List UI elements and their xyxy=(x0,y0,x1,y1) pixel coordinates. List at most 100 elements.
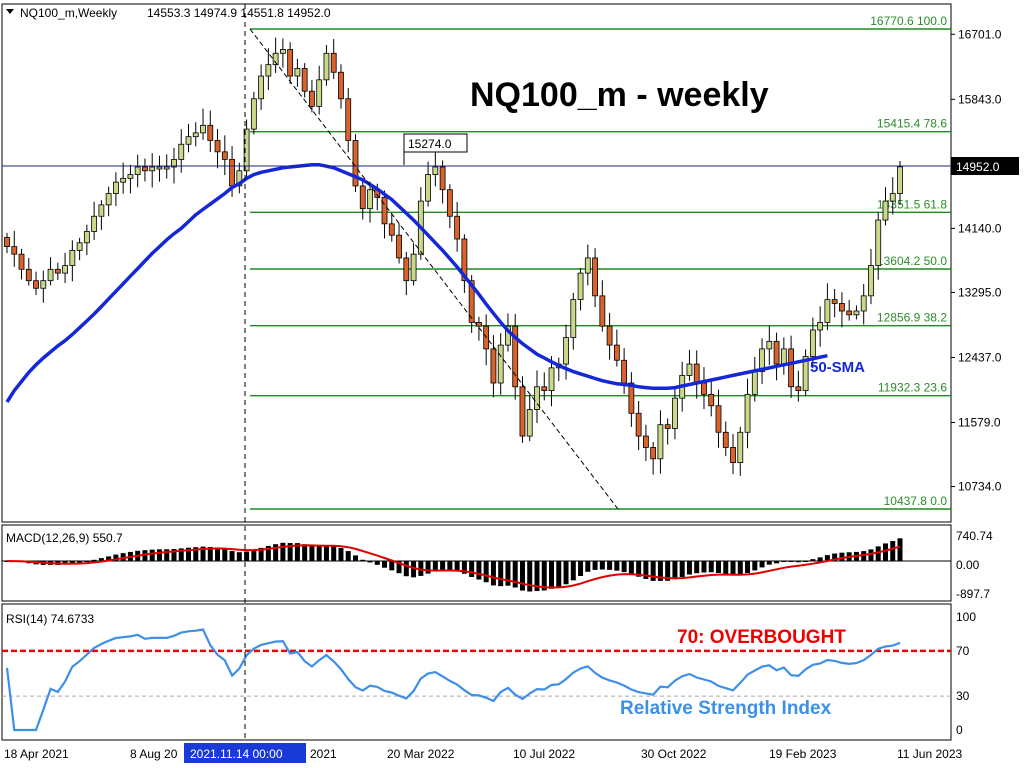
candle-body xyxy=(490,348,497,384)
macd-bar xyxy=(156,549,162,561)
y-tick-label: 16701.0 xyxy=(958,27,1002,41)
candle-body xyxy=(708,393,715,407)
candle-body xyxy=(780,348,787,365)
macd-bar xyxy=(527,561,533,592)
candle-body xyxy=(178,143,185,160)
macd-bar xyxy=(215,547,221,561)
macd-bar xyxy=(338,548,344,561)
rsi-tick-label: 100 xyxy=(956,610,976,624)
macd-bar xyxy=(84,561,90,562)
candle-body xyxy=(98,204,105,217)
candle-body xyxy=(142,166,148,172)
macd-bar xyxy=(98,558,104,561)
macd-bar xyxy=(730,561,736,576)
candlesticks xyxy=(4,37,903,476)
candle-body xyxy=(229,159,235,187)
y-tick-label: 15843.0 xyxy=(958,92,1002,106)
candle-body xyxy=(200,124,206,134)
macd-bar xyxy=(244,551,250,561)
candle-body xyxy=(599,295,606,327)
candle-body xyxy=(541,386,548,391)
candle-body xyxy=(613,344,620,361)
candle-body xyxy=(650,447,657,460)
candle-body xyxy=(563,337,569,365)
macd-bar xyxy=(795,561,801,563)
macd-bar xyxy=(77,561,83,563)
rsi-tick-label: 70 xyxy=(956,644,970,658)
macd-bar xyxy=(759,561,765,568)
candle-body xyxy=(875,219,882,266)
macd-bar xyxy=(418,561,424,576)
macd-bar xyxy=(686,561,692,575)
candle-body xyxy=(236,170,243,187)
candle-body xyxy=(635,412,642,437)
candle-body xyxy=(577,272,584,301)
x-tick-label: 18 Apr 2021 xyxy=(4,747,69,761)
candle-body xyxy=(330,52,337,73)
candle-body xyxy=(657,424,664,460)
candle-body xyxy=(243,128,250,172)
candle-body xyxy=(628,382,635,414)
trendline xyxy=(249,28,619,510)
peak-label-box xyxy=(403,133,468,153)
candle-body xyxy=(744,393,751,433)
y-tick-label: 10734.0 xyxy=(958,480,1002,494)
candle-body xyxy=(40,280,47,289)
candle-body xyxy=(83,231,90,244)
fib-label: 12856.9 38.2 xyxy=(877,311,947,325)
candle-body xyxy=(381,196,388,225)
macd-bar xyxy=(178,548,184,561)
fib-label: 11932.3 23.6 xyxy=(878,381,948,395)
macd-bar xyxy=(193,547,199,561)
macd-bar xyxy=(403,561,409,577)
chart-header-ohlc: 14553.3 14974.9 14551.8 14952.0 xyxy=(147,6,331,20)
macd-bar xyxy=(803,561,809,562)
candle-body xyxy=(824,299,831,323)
candle-body xyxy=(584,257,591,274)
macd-bar xyxy=(614,561,620,571)
macd-bar xyxy=(222,548,228,561)
macd-bar xyxy=(541,561,547,591)
rsi-tick-label: 30 xyxy=(956,689,970,703)
candle-body xyxy=(301,68,308,92)
candle-body xyxy=(388,223,395,236)
candle-body xyxy=(831,299,838,304)
overbought-label: 70: OVERBOUGHT xyxy=(677,627,846,648)
candle-body xyxy=(722,431,729,448)
candle-body xyxy=(54,268,61,274)
dropdown-triangle-icon[interactable] xyxy=(6,9,14,14)
rsi-tick-label: 0 xyxy=(956,723,963,737)
macd-bar xyxy=(563,561,569,585)
candle-body xyxy=(33,280,39,289)
macd-bar xyxy=(120,553,126,561)
candle-body xyxy=(766,340,773,350)
candle-body xyxy=(272,52,279,66)
candle-body xyxy=(25,268,32,282)
candle-body xyxy=(258,75,265,100)
candle-body xyxy=(686,363,693,376)
macd-bar xyxy=(411,561,417,578)
candle-body xyxy=(403,257,410,282)
candle-body xyxy=(432,166,439,175)
macd-bar xyxy=(832,553,838,561)
macd-bar xyxy=(665,561,671,581)
macd-bar xyxy=(251,549,257,561)
fib-label: 15415.4 78.6 xyxy=(877,117,947,131)
candle-body xyxy=(592,257,598,297)
candle-body xyxy=(759,348,765,373)
rsi-line xyxy=(5,628,901,732)
macd-bar xyxy=(679,561,685,577)
macd-bar xyxy=(585,561,591,572)
macd-bar xyxy=(171,549,177,561)
candle-body xyxy=(185,136,192,145)
macd-bar xyxy=(454,561,460,572)
macd-layer xyxy=(2,538,951,592)
candle-body xyxy=(4,237,10,247)
price-panel-frame xyxy=(1,3,952,523)
crosshair-year-tail: 2021 xyxy=(310,747,337,761)
candle-body xyxy=(345,98,352,141)
macd-bar xyxy=(519,561,525,591)
y-tick-label: 12437.0 xyxy=(958,350,1002,364)
